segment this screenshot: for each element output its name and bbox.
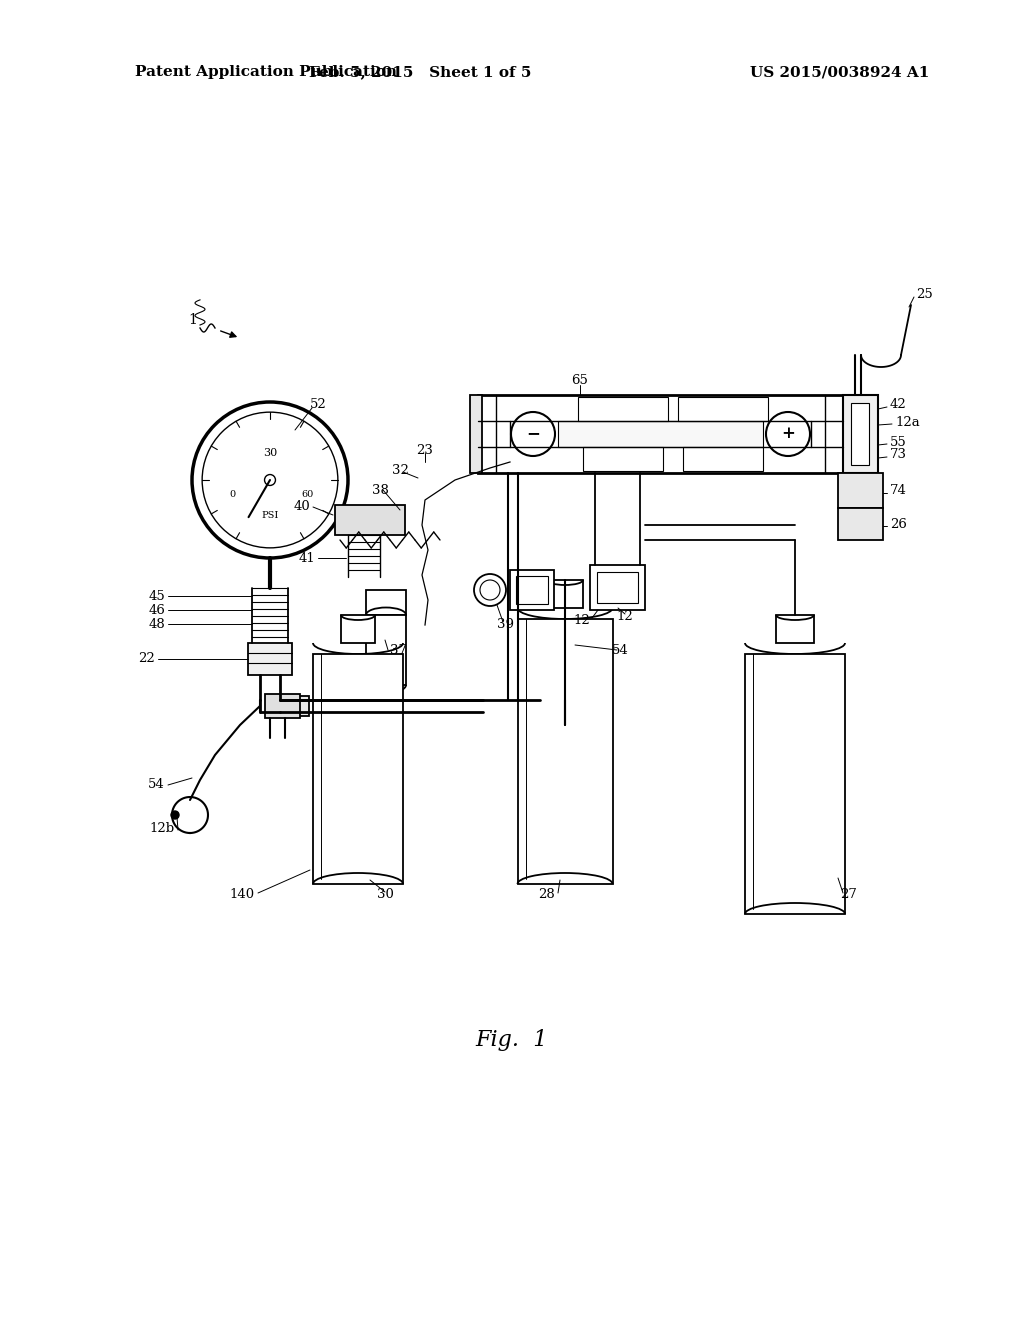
Bar — [745, 653, 845, 913]
Text: +: + — [781, 425, 795, 442]
Text: 140: 140 — [229, 888, 255, 902]
Bar — [776, 615, 814, 643]
Circle shape — [264, 474, 275, 486]
Text: 12: 12 — [573, 614, 590, 627]
Text: 12b: 12b — [150, 821, 175, 834]
Bar — [281, 696, 309, 715]
Text: 38: 38 — [372, 483, 388, 496]
Text: 42: 42 — [890, 399, 906, 412]
Text: 73: 73 — [890, 449, 907, 462]
Text: 60: 60 — [301, 490, 313, 499]
Text: 41: 41 — [298, 552, 315, 565]
Text: Fig.  1: Fig. 1 — [476, 1030, 548, 1051]
Text: 54: 54 — [148, 779, 165, 792]
Text: 23: 23 — [417, 444, 433, 457]
Text: 26: 26 — [890, 517, 907, 531]
Bar — [590, 565, 645, 610]
Text: 55: 55 — [890, 436, 906, 449]
Bar — [374, 615, 398, 623]
Text: 12a: 12a — [895, 416, 920, 429]
Bar — [366, 615, 406, 685]
Bar — [838, 508, 883, 540]
Bar — [583, 447, 663, 471]
Text: 46: 46 — [148, 603, 165, 616]
Circle shape — [193, 403, 348, 558]
Text: 28: 28 — [539, 888, 555, 902]
Text: 27: 27 — [840, 888, 857, 902]
Bar — [341, 615, 375, 643]
Circle shape — [766, 412, 810, 455]
Text: 40: 40 — [293, 500, 310, 513]
Bar — [558, 421, 763, 447]
Circle shape — [480, 579, 500, 601]
Bar — [478, 395, 843, 473]
Text: 54: 54 — [611, 644, 629, 656]
Circle shape — [474, 574, 506, 606]
Bar — [678, 397, 768, 421]
Bar — [578, 397, 668, 421]
Bar — [313, 653, 403, 884]
Text: Patent Application Publication: Patent Application Publication — [135, 65, 397, 79]
Bar — [510, 570, 554, 610]
Text: 37: 37 — [390, 644, 407, 656]
Text: 25: 25 — [916, 289, 933, 301]
Text: 22: 22 — [138, 652, 155, 665]
Text: Feb. 5, 2015   Sheet 1 of 5: Feb. 5, 2015 Sheet 1 of 5 — [309, 65, 531, 79]
Text: 39: 39 — [497, 619, 513, 631]
Circle shape — [511, 412, 555, 455]
Bar — [516, 576, 548, 605]
Bar — [517, 619, 612, 884]
Text: 48: 48 — [148, 618, 165, 631]
Bar — [683, 447, 763, 471]
Text: PSI: PSI — [261, 511, 279, 520]
Text: 45: 45 — [148, 590, 165, 602]
Bar — [366, 590, 406, 615]
Bar — [843, 395, 878, 473]
Text: 30: 30 — [263, 447, 278, 458]
Bar — [838, 473, 883, 508]
Text: 12: 12 — [616, 610, 634, 623]
Text: −: − — [526, 425, 540, 442]
Bar — [597, 572, 638, 603]
Text: 32: 32 — [391, 463, 409, 477]
Circle shape — [171, 810, 179, 818]
Bar — [851, 403, 869, 465]
Text: US 2015/0038924 A1: US 2015/0038924 A1 — [750, 65, 930, 79]
Text: 1: 1 — [188, 313, 198, 327]
Text: 52: 52 — [309, 399, 327, 412]
Text: 30: 30 — [377, 888, 393, 902]
Bar — [470, 395, 482, 473]
Circle shape — [202, 412, 338, 548]
Text: 65: 65 — [571, 374, 589, 387]
Bar — [335, 506, 406, 535]
Text: 0: 0 — [229, 490, 236, 499]
Text: 74: 74 — [890, 484, 907, 498]
Bar — [248, 643, 292, 675]
Bar — [547, 579, 583, 609]
Bar — [265, 694, 300, 718]
